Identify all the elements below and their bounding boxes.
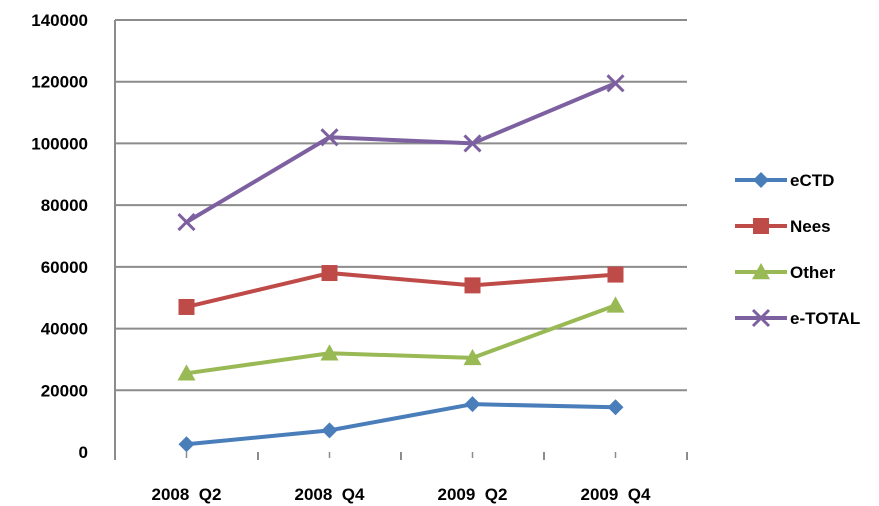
data-point-ectd: [607, 399, 624, 416]
gridlines: [115, 19, 687, 392]
y-axis-tick-labels: 0 20000 40000 60000 80000 100000 120000 140000: [31, 11, 88, 462]
x-tick-label: 2009 Q4: [581, 485, 651, 504]
series-nees: [178, 265, 624, 315]
marker-stroke: [177, 213, 196, 232]
data-point-e-total: [177, 213, 196, 232]
series-ectd: [178, 396, 624, 453]
data-point-other: [177, 364, 196, 381]
y-tick-label: 80000: [41, 196, 88, 215]
marker-stroke: [463, 134, 482, 153]
legend-item-other: Other: [735, 263, 836, 282]
series-line-nees: [186, 271, 616, 309]
legend-label: eCTD: [790, 171, 834, 190]
y-tick-label: 100000: [31, 134, 88, 153]
y-tick-label: 120000: [31, 73, 88, 92]
data-point-ectd: [178, 436, 195, 453]
series-group: [177, 74, 625, 453]
x-tick-label: 2008 Q2: [152, 485, 222, 504]
legend-label: Other: [790, 263, 836, 282]
y-tick-label: 0: [79, 443, 88, 462]
legend-label: e-TOTAL: [790, 309, 860, 328]
legend-marker: [753, 172, 769, 188]
y-tick-label: 20000: [41, 381, 88, 400]
x-axis-tick-labels: 2008 Q2 2008 Q4 2009 Q2 2009 Q4: [152, 485, 651, 504]
data-point-nees: [607, 266, 624, 283]
legend-marker: [751, 308, 771, 328]
marker-stroke: [751, 308, 771, 328]
legend-item-e-total: e-TOTAL: [735, 308, 860, 328]
data-point-e-total: [606, 74, 625, 93]
x-tick-label: 2008 Q4: [295, 485, 365, 504]
legend-label: Nees: [790, 217, 831, 236]
data-point-nees: [321, 265, 338, 282]
series-line-ectd: [186, 402, 616, 447]
data-point-other: [606, 296, 625, 313]
y-tick-label: 40000: [41, 320, 88, 339]
data-point-e-total: [320, 128, 339, 147]
data-point-other: [320, 344, 339, 361]
series-e-total: [177, 74, 625, 232]
axes: [114, 20, 688, 460]
legend-marker: [752, 263, 770, 280]
data-point-other: [463, 348, 482, 366]
marker-stroke: [320, 128, 339, 147]
data-point-nees: [464, 277, 481, 294]
data-point-nees: [178, 298, 195, 315]
series-other: [177, 296, 625, 381]
marker-stroke: [606, 74, 625, 93]
data-point-ectd: [464, 396, 481, 413]
legend-item-ectd: eCTD: [735, 171, 834, 190]
y-tick-label: 140000: [31, 11, 88, 30]
data-point-e-total: [463, 134, 482, 153]
series-line-e-total: [185, 81, 617, 224]
data-point-ectd: [321, 422, 338, 439]
x-tick-label: 2009 Q2: [438, 485, 508, 504]
legend: eCTD Nees Other e-TOTAL: [735, 171, 860, 328]
y-tick-label: 60000: [41, 258, 88, 277]
legend-marker: [753, 218, 769, 234]
series-line-other: [186, 303, 617, 376]
legend-item-nees: Nees: [735, 217, 831, 236]
